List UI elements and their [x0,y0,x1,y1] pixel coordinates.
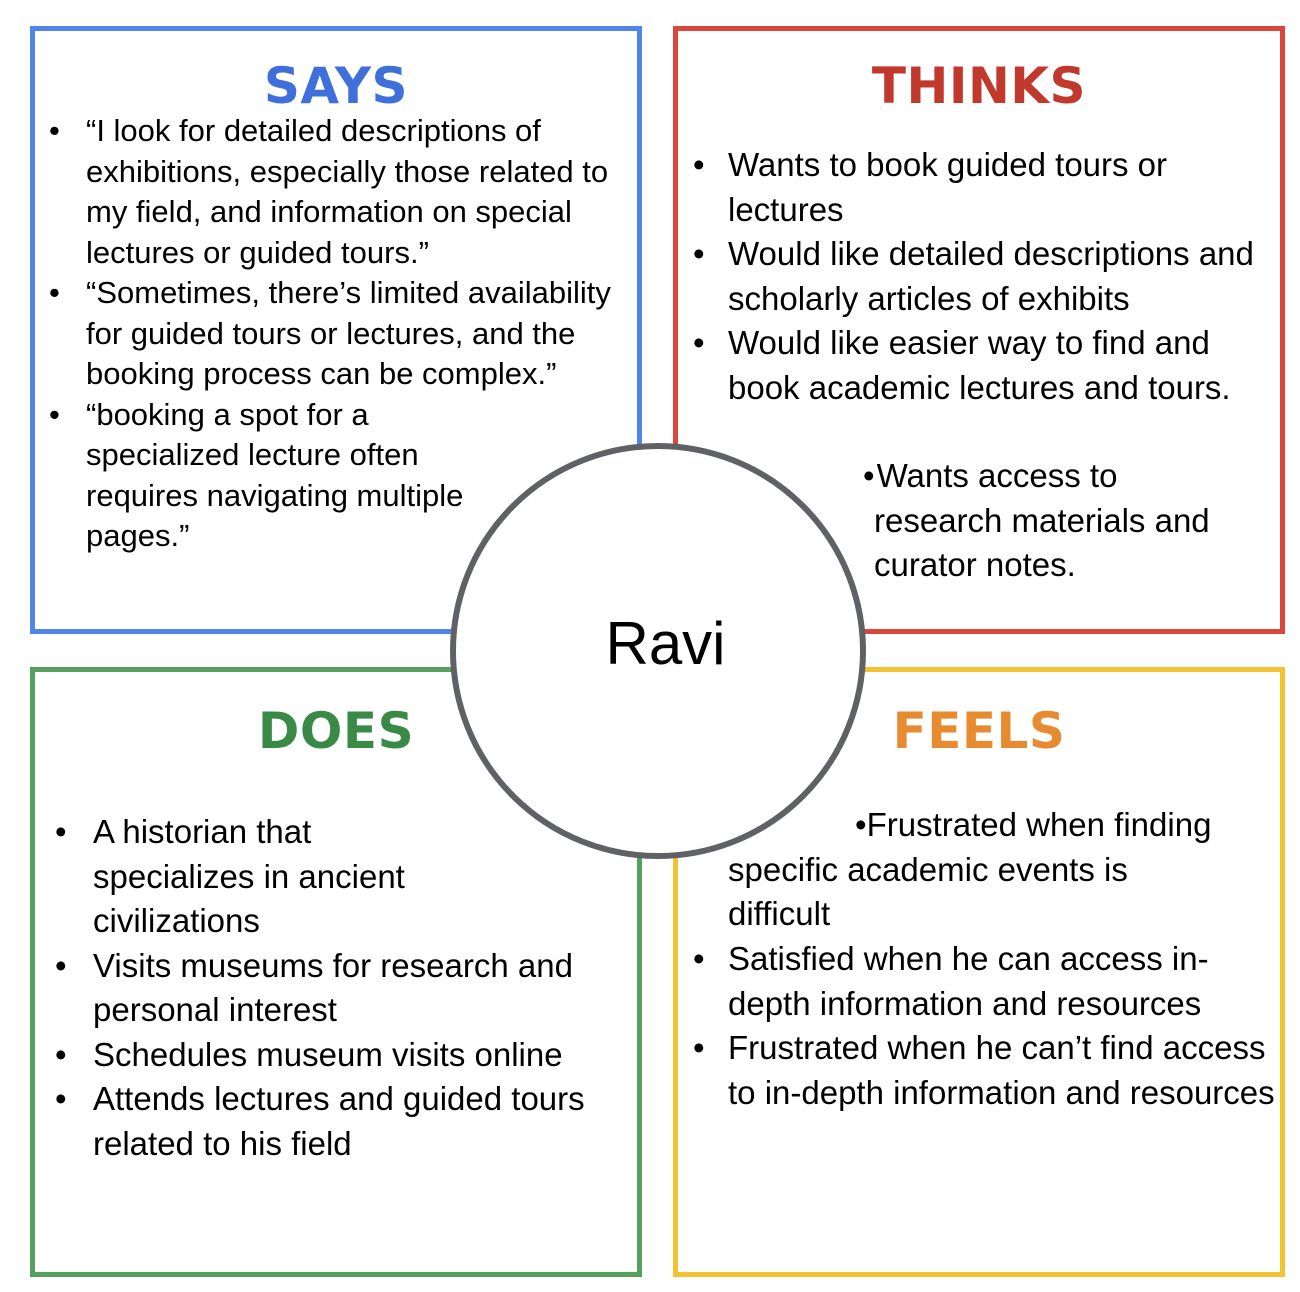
thinks-item: Would like easier way to find and book a… [693,321,1273,410]
thinks-extra-line: Wants access to [876,457,1118,494]
thinks-list: Wants to book guided tours or lectures W… [693,143,1273,410]
does-list: A historian that specializes in ancient … [55,810,640,1166]
does-item: A historian that specializes in ancient … [55,810,640,944]
feels-first-entry: •Frustrated when finding specific academ… [728,803,1283,937]
thinks-item: Would like detailed descriptions and sch… [693,232,1273,321]
feels-item: Satisfied when he can access in-depth in… [693,937,1278,1026]
persona-circle: Ravi [450,443,866,859]
does-item-text: A historian that specializes in ancient … [93,813,405,939]
bullet-glyph: • [855,806,867,843]
does-item: Schedules museum visits online [55,1033,640,1078]
does-item: Visits museums for research and personal… [55,944,640,1033]
says-item-text: “booking a spot for a specialized lectur… [86,396,464,554]
persona-name: Ravi [605,610,726,677]
feels-item: Frustrated when he can’t find access to … [693,1026,1278,1115]
thinks-title: THINKS [871,57,1087,115]
bullet-glyph: • [863,457,875,494]
thinks-extra-line: curator notes. [874,546,1076,583]
says-item: “booking a spot for a specialized lectur… [49,395,639,557]
says-quadrant: SAYS “I look for detailed descriptions o… [30,26,642,634]
thinks-extra-note: •Wants access to research materials and … [863,454,1273,588]
feels-first-line: Frustrated when finding [866,806,1212,843]
says-list: “I look for detailed descriptions of exh… [49,111,639,557]
feels-first-rest: specific academic events is difficult [728,850,1128,933]
says-title: SAYS [263,57,409,115]
feels-list: Satisfied when he can access in-depth in… [693,937,1278,1115]
does-title: DOES [257,702,415,760]
thinks-extra-line: research materials and [874,501,1210,539]
feels-quadrant: FEELS •Frustrated when finding specific … [673,667,1285,1277]
thinks-item: Wants to book guided tours or lectures [693,143,1273,232]
says-item: “Sometimes, there’s limited availability… [49,273,639,395]
does-item: Attends lectures and guided tours relate… [55,1077,640,1166]
says-item: “I look for detailed descriptions of exh… [49,111,639,273]
feels-title: FEELS [892,702,1066,760]
